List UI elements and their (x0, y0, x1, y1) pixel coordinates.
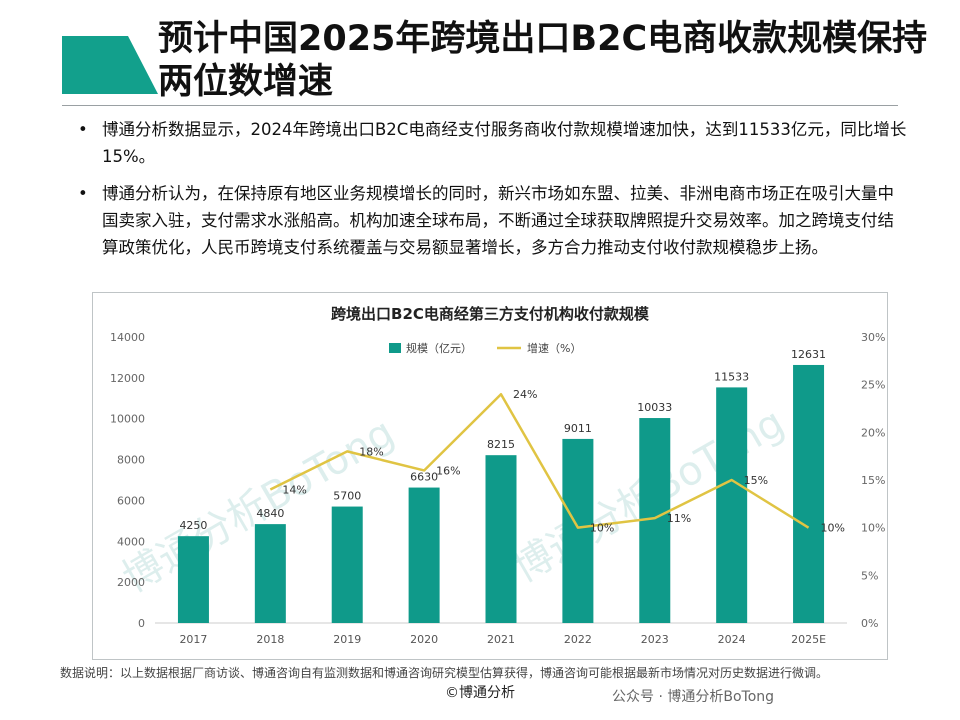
legend-label: 规模（亿元） (406, 341, 472, 355)
right-axis-tick-label: 25% (861, 379, 885, 392)
chart-title: 跨境出口B2C电商经第三方支付机构收付款规模 (331, 305, 650, 323)
legend-swatch-bar (389, 343, 401, 353)
data-note: 数据说明：以上数据根据厂商访谈、博通咨询自有监测数据和博通咨询研究模型估算获得，… (60, 666, 829, 680)
right-axis-tick-label: 30% (861, 331, 885, 344)
copyright-text: ©博通分析 (445, 685, 515, 701)
x-axis-tick-label: 2020 (410, 633, 438, 646)
bar (408, 487, 440, 623)
bar-value-label: 6630 (410, 471, 438, 484)
bar-value-label: 9011 (564, 422, 592, 435)
bullet-marker: • (78, 184, 88, 203)
line-value-label: 10% (821, 522, 845, 535)
right-axis-tick-label: 0% (861, 617, 878, 630)
page-title: 预计中国2025年跨境出口B2C电商收款规模保持两位数增速 (158, 19, 928, 102)
x-axis-tick-label: 2018 (256, 633, 284, 646)
title-accent-shape (62, 36, 158, 94)
right-axis-tick-label: 10% (861, 522, 885, 535)
line-value-label: 14% (282, 484, 306, 497)
growth-line (269, 392, 810, 529)
bar-value-label: 5700 (333, 490, 361, 503)
bar-line-chart: 博通分析BoTong博通分析BoTong跨境出口B2C电商经第三方支付机构收付款… (110, 305, 885, 646)
left-axis-tick-label: 0 (138, 617, 145, 630)
title-divider (62, 105, 898, 106)
left-axis-tick-label: 4000 (117, 535, 145, 548)
line-value-label: 18% (359, 445, 383, 458)
bullet-text: 博通分析数据显示，2024年跨境出口B2C电商经支付服务商收付款规模增速加快，达… (102, 120, 907, 166)
x-axis-tick-label: 2025E (791, 633, 826, 646)
bar (716, 387, 748, 623)
x-axis-tick-label: 2022 (564, 633, 592, 646)
bar-value-label: 4840 (256, 507, 284, 520)
bar (485, 455, 517, 623)
bar-value-label: 12631 (791, 348, 826, 361)
bullet-item: • 博通分析数据显示，2024年跨境出口B2C电商经支付服务商收付款规模增速加快… (78, 116, 908, 170)
line-value-label: 15% (744, 474, 768, 487)
x-axis-tick-label: 2023 (641, 633, 669, 646)
left-axis-tick-label: 14000 (110, 331, 145, 344)
x-axis-tick-label: 2019 (333, 633, 361, 646)
bar-value-label: 11533 (714, 370, 749, 383)
bar (331, 506, 363, 623)
left-axis-tick-label: 12000 (110, 372, 145, 385)
x-axis-tick-label: 2021 (487, 633, 515, 646)
bar-value-label: 10033 (637, 401, 672, 414)
chart-panel: 博通分析BoTong博通分析BoTong跨境出口B2C电商经第三方支付机构收付款… (92, 292, 888, 660)
wechat-watermark: 公众号 · 博通分析BoTong (612, 689, 775, 705)
left-axis-tick-label: 8000 (117, 454, 145, 467)
bar (793, 364, 825, 623)
right-axis-tick-label: 20% (861, 426, 885, 439)
legend-label: 增速（%） (527, 341, 581, 355)
right-axis-tick-label: 5% (861, 569, 878, 582)
line-value-label: 10% (590, 522, 614, 535)
line-value-label: 11% (667, 512, 691, 525)
bar (562, 438, 594, 623)
bullet-marker: • (78, 120, 88, 139)
bullet-list: • 博通分析数据显示，2024年跨境出口B2C电商经支付服务商收付款规模增速加快… (78, 116, 908, 271)
bar (254, 524, 286, 623)
left-axis-tick-label: 10000 (110, 413, 145, 426)
bar-value-label: 8215 (487, 438, 515, 451)
bullet-item: • 博通分析认为，在保持原有地区业务规模增长的同时，新兴市场如东盟、拉美、非洲电… (78, 180, 908, 261)
x-axis-tick-label: 2024 (718, 633, 746, 646)
bar (177, 536, 209, 623)
line-value-label: 16% (436, 464, 460, 477)
left-axis-tick-label: 2000 (117, 576, 145, 589)
line-value-label: 24% (513, 388, 537, 401)
bullet-text: 博通分析认为，在保持原有地区业务规模增长的同时，新兴市场如东盟、拉美、非洲电商市… (102, 184, 894, 257)
right-axis-tick-label: 15% (861, 474, 885, 487)
x-axis-tick-label: 2017 (179, 633, 207, 646)
left-axis-tick-label: 6000 (117, 494, 145, 507)
bar-value-label: 4250 (179, 519, 207, 532)
